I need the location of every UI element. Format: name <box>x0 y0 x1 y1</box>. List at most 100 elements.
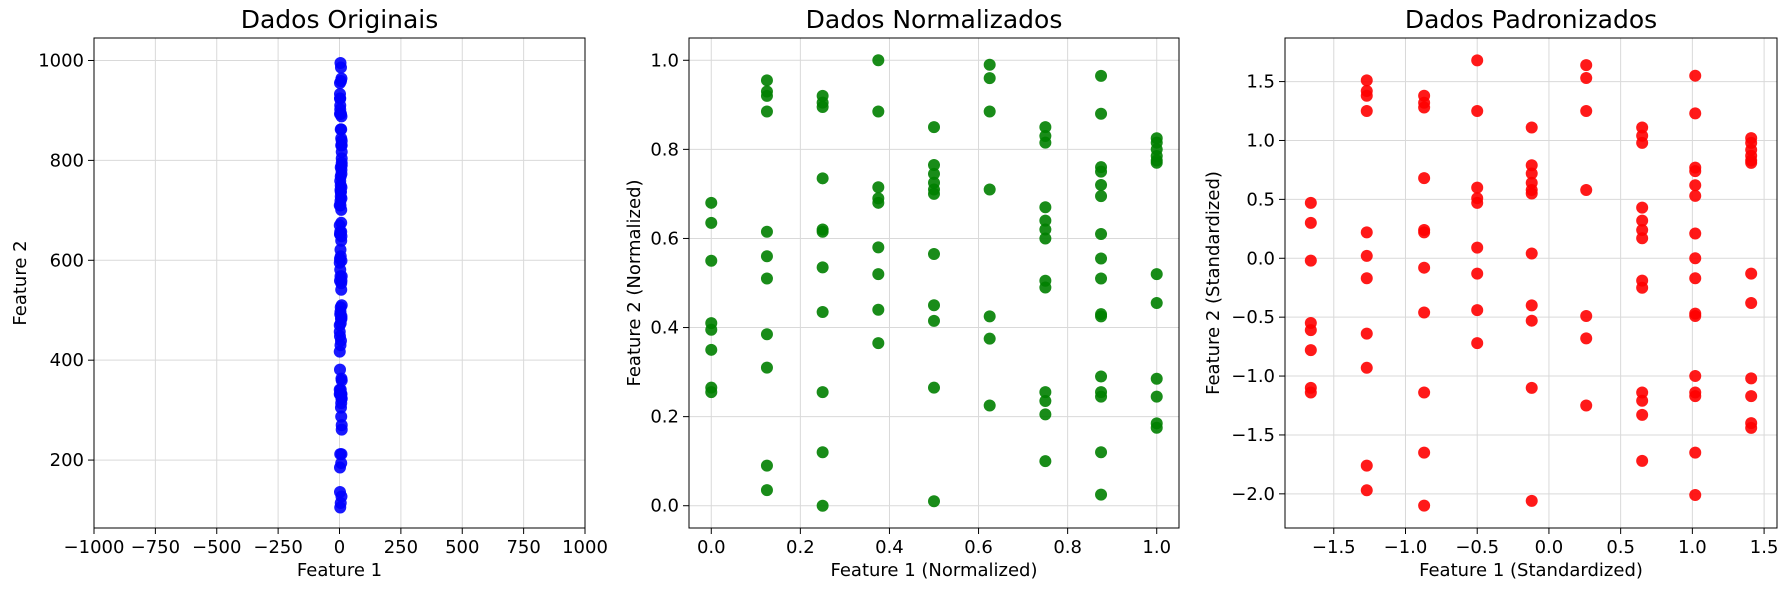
point <box>1471 181 1484 194</box>
x-tick-label: 0.6 <box>964 537 993 558</box>
point <box>872 268 885 281</box>
point <box>335 374 348 387</box>
point <box>928 158 940 171</box>
point <box>928 314 940 327</box>
point <box>760 361 773 374</box>
point <box>1360 74 1373 87</box>
point <box>1418 306 1431 319</box>
point <box>928 167 940 180</box>
point <box>335 203 348 216</box>
point <box>1636 394 1649 407</box>
point <box>1304 216 1317 229</box>
y-tick-label: 800 <box>50 150 84 171</box>
x-tick-label: 1.5 <box>1750 537 1779 558</box>
point <box>1095 310 1108 323</box>
chart-title: Dados Padronizados <box>1405 5 1657 34</box>
point <box>1471 105 1484 118</box>
point <box>1689 446 1702 459</box>
point <box>705 323 718 336</box>
point <box>816 386 829 399</box>
x-tick-label: −500 <box>192 537 241 558</box>
point <box>1304 324 1317 337</box>
axes-frame <box>93 37 586 529</box>
point <box>1636 214 1649 227</box>
point <box>1525 314 1538 327</box>
point <box>1095 228 1108 240</box>
point <box>1039 408 1052 421</box>
point <box>1689 370 1702 383</box>
point <box>335 490 348 503</box>
y-tick-label: 0.6 <box>650 228 679 249</box>
y-tick-label: −1.0 <box>1231 366 1275 387</box>
x-tick-label: −250 <box>253 537 302 558</box>
point <box>335 299 348 312</box>
point <box>1360 226 1373 239</box>
point <box>1039 223 1052 236</box>
point <box>983 72 996 85</box>
point <box>816 261 829 274</box>
point <box>1418 499 1431 512</box>
point <box>335 230 348 243</box>
point <box>1689 252 1702 265</box>
point <box>1095 69 1108 82</box>
x-tick-label: 0.0 <box>1535 537 1564 558</box>
point <box>1304 196 1317 209</box>
point <box>1525 247 1538 260</box>
point <box>1304 254 1317 267</box>
point <box>760 272 773 285</box>
point <box>1360 361 1373 374</box>
point <box>1636 386 1649 399</box>
point <box>983 183 996 196</box>
axes-frame <box>1284 37 1778 529</box>
x-tick-label: 1.0 <box>1678 537 1707 558</box>
point <box>1525 381 1538 394</box>
point <box>1471 337 1484 350</box>
x-tick-label: −1.5 <box>1312 537 1356 558</box>
point <box>1745 372 1758 385</box>
point <box>1580 183 1593 196</box>
point <box>1471 267 1484 280</box>
point <box>1039 386 1052 399</box>
point <box>760 459 773 472</box>
point <box>1689 179 1702 192</box>
point <box>1636 121 1649 134</box>
x-tick-label: 250 <box>384 537 418 558</box>
y-tick-label: −2.0 <box>1231 484 1275 505</box>
point <box>928 187 940 200</box>
point <box>983 399 996 412</box>
point <box>1525 159 1538 172</box>
point <box>760 105 773 118</box>
y-axis-label: Feature 2 <box>10 240 31 325</box>
point <box>335 410 348 423</box>
point <box>1636 136 1649 149</box>
y-tick-label: 0.8 <box>650 139 679 160</box>
point <box>1360 272 1373 285</box>
point <box>1636 408 1649 421</box>
point <box>1095 370 1108 383</box>
point <box>1636 454 1649 467</box>
point <box>1150 421 1163 434</box>
point <box>928 248 940 261</box>
point <box>872 196 885 209</box>
point <box>1360 484 1373 497</box>
x-axis-label: Feature 1 (Standardized) <box>1419 560 1643 581</box>
point <box>335 123 348 136</box>
point <box>1745 390 1758 403</box>
point <box>1580 105 1593 118</box>
point <box>1471 304 1484 317</box>
point <box>816 172 829 185</box>
point <box>1150 268 1163 281</box>
point <box>816 101 829 114</box>
x-tick-label: 750 <box>506 537 540 558</box>
axes-frame <box>688 37 1180 529</box>
point <box>1304 344 1317 357</box>
x-tick-label: 500 <box>445 537 479 558</box>
point <box>705 196 718 209</box>
y-tick-label: 0.0 <box>1246 248 1275 269</box>
point <box>1689 227 1702 240</box>
point <box>983 310 996 323</box>
point <box>335 72 348 85</box>
point <box>1095 165 1108 178</box>
x-tick-label: −0.5 <box>1455 537 1499 558</box>
